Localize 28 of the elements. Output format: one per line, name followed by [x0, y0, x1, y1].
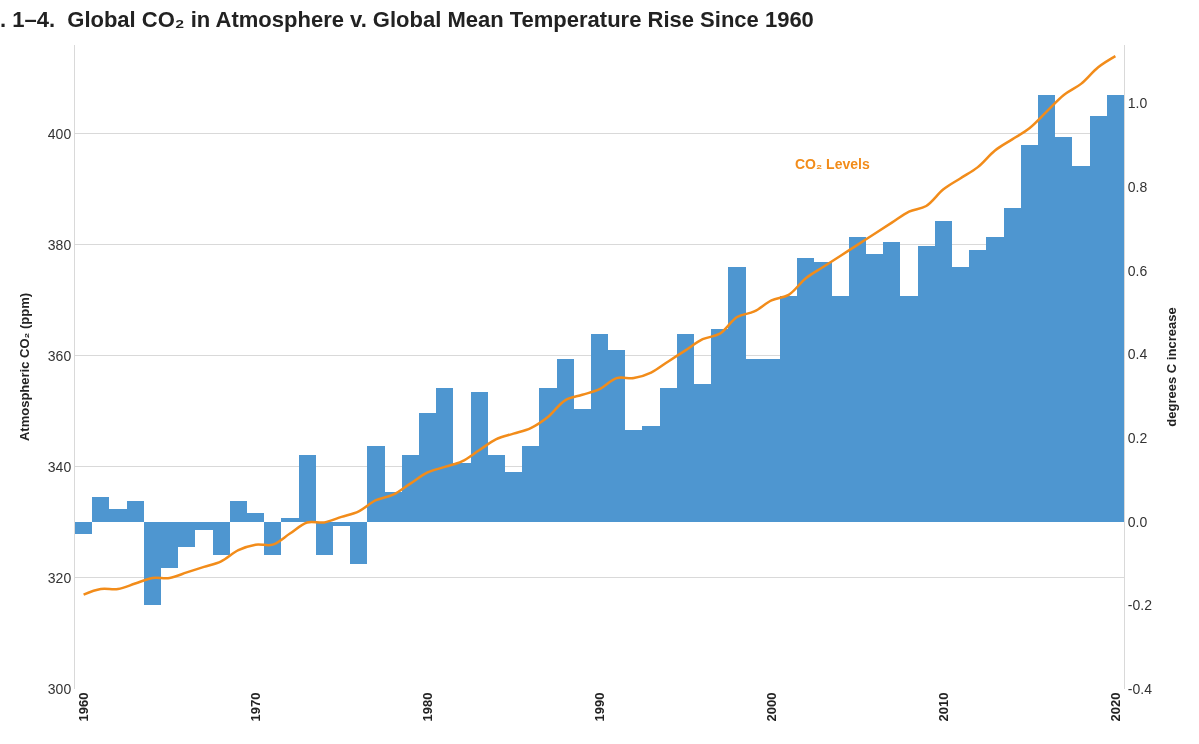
chart-title: . 1–4. Global CO₂ in Atmosphere v. Global Mean Temperature Rise Since 1960 [0, 6, 814, 32]
y2-tick-label: 0.8 [1127, 179, 1148, 196]
y-tick-label: 320 [47, 569, 72, 586]
y-tick-label: 360 [47, 347, 72, 364]
y-tick-label: 380 [47, 236, 72, 253]
annotation: CO₂ Levels [795, 156, 870, 172]
y-axis-title: Atmospheric CO₂ (ppm) [16, 292, 32, 442]
y2-tick-label: 0.4 [1127, 346, 1148, 363]
x-tick-label: 1970 [247, 692, 263, 722]
y2-tick-label: -0.2 [1127, 597, 1153, 614]
x-tick-label: 1980 [419, 692, 435, 722]
x-tick-label: 2000 [763, 692, 779, 722]
y2-axis-title: degrees C increase [1163, 307, 1179, 427]
x-tick-label: 1990 [591, 692, 607, 722]
y-tick-label: 400 [47, 125, 72, 142]
y2-tick-label: 0.6 [1127, 262, 1148, 279]
bar [264, 522, 281, 555]
x-tick-label: 2020 [1107, 692, 1123, 722]
y-tick-label: 340 [47, 458, 72, 475]
y2-tick-label: 0.0 [1127, 513, 1148, 530]
line-series [82, 54, 1117, 596]
y2-tick-label: 0.2 [1127, 429, 1148, 446]
y2-tick-label: -0.4 [1127, 680, 1153, 697]
y-tick-label: 300 [47, 680, 72, 697]
x-tick-label: 1960 [75, 692, 91, 722]
x-tick-label: 2010 [935, 692, 951, 722]
bar [75, 522, 92, 534]
y2-tick-label: 1.0 [1127, 95, 1148, 112]
